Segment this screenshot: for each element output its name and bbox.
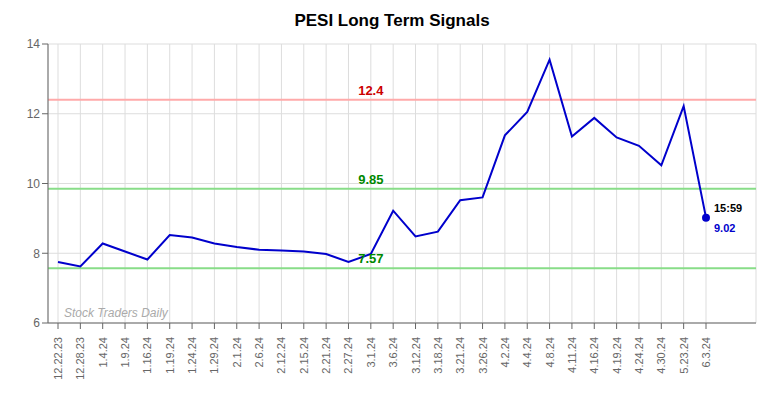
- svg-text:6: 6: [33, 316, 40, 330]
- svg-text:Stock Traders Daily: Stock Traders Daily: [64, 306, 169, 320]
- svg-text:1.16.24: 1.16.24: [141, 337, 153, 374]
- svg-text:8: 8: [33, 247, 40, 261]
- svg-text:4.4.24: 4.4.24: [521, 337, 533, 368]
- svg-text:3.21.24: 3.21.24: [454, 337, 466, 374]
- svg-text:12.22.23: 12.22.23: [52, 337, 64, 380]
- svg-text:2.6.24: 2.6.24: [253, 337, 265, 368]
- svg-text:3.26.24: 3.26.24: [477, 337, 489, 374]
- svg-text:2.12.24: 2.12.24: [275, 337, 287, 374]
- svg-text:4.24.24: 4.24.24: [633, 337, 645, 374]
- svg-text:12: 12: [27, 107, 41, 121]
- svg-text:12.4: 12.4: [358, 83, 384, 98]
- svg-text:6.3.24: 6.3.24: [700, 337, 712, 368]
- svg-text:9.02: 9.02: [714, 222, 735, 234]
- svg-text:2.27.24: 2.27.24: [342, 337, 354, 374]
- svg-text:5.23.24: 5.23.24: [678, 337, 690, 374]
- svg-text:1.4.24: 1.4.24: [97, 337, 109, 368]
- svg-text:3.12.24: 3.12.24: [410, 337, 422, 374]
- svg-text:12.28.23: 12.28.23: [74, 337, 86, 380]
- svg-text:4.19.24: 4.19.24: [611, 337, 623, 374]
- svg-text:3.6.24: 3.6.24: [387, 337, 399, 368]
- svg-text:3.18.24: 3.18.24: [432, 337, 444, 374]
- svg-text:4.11.24: 4.11.24: [566, 337, 578, 373]
- svg-text:2.1.24: 2.1.24: [231, 337, 243, 368]
- svg-text:4.16.24: 4.16.24: [588, 337, 600, 374]
- svg-text:9.85: 9.85: [358, 172, 383, 187]
- svg-text:4.30.24: 4.30.24: [655, 337, 667, 374]
- svg-text:2.21.24: 2.21.24: [320, 337, 332, 374]
- svg-text:1.29.24: 1.29.24: [208, 337, 220, 374]
- svg-text:4.8.24: 4.8.24: [544, 337, 556, 368]
- svg-text:3.1.24: 3.1.24: [365, 337, 377, 368]
- svg-text:4.2.24: 4.2.24: [499, 337, 511, 368]
- svg-text:1.9.24: 1.9.24: [119, 337, 131, 368]
- svg-text:1.24.24: 1.24.24: [186, 337, 198, 374]
- svg-text:15:59: 15:59: [714, 202, 742, 214]
- svg-text:7.57: 7.57: [358, 251, 383, 266]
- svg-text:1.19.24: 1.19.24: [164, 337, 176, 374]
- html-text:PESI Long Term Signals: PESI Long Term Signals: [294, 11, 490, 30]
- svg-text:2.15.24: 2.15.24: [298, 337, 310, 374]
- svg-text:14: 14: [27, 37, 41, 51]
- svg-text:10: 10: [27, 177, 41, 191]
